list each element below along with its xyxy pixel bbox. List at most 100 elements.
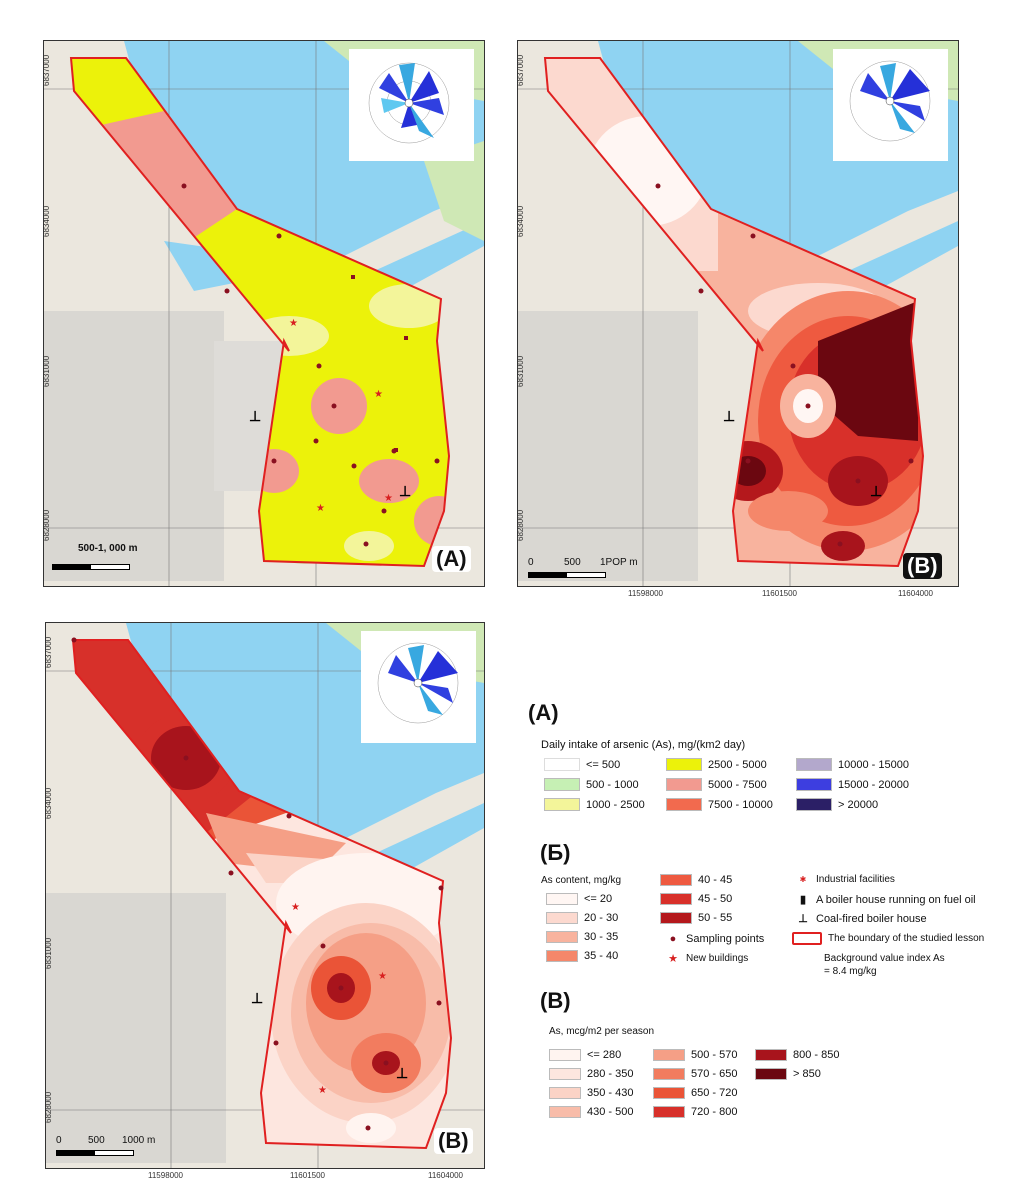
scale-zero-c: 0 (56, 1135, 62, 1146)
legend-c-label-8: 720 - 800 (691, 1106, 738, 1118)
lat-label-a-4: 6828000 (43, 509, 51, 541)
legend-a-label-4: 2500 - 5000 (708, 758, 767, 771)
legend-c-item-5: 500 - 570 (653, 1049, 737, 1061)
legend-b-sampling: ● Sampling points (666, 933, 765, 945)
svg-text:★: ★ (378, 971, 387, 982)
new-building-icon: ★ (668, 953, 678, 965)
legend-a-label-2: 500 - 1000 (586, 778, 639, 791)
legend-b-background-note-2: = 8.4 mg/kg (824, 966, 877, 977)
lon-label-b-3: 11604000 (898, 589, 933, 598)
legend-b-swatch-4 (546, 950, 578, 962)
svg-text:⊥: ⊥ (396, 1065, 408, 1081)
legend-b-swatch-1 (546, 893, 578, 905)
legend-b-swatch-2 (546, 912, 578, 924)
svg-text:★: ★ (384, 493, 393, 504)
legend-a-heading: (A) (528, 700, 559, 725)
scale-bar-a (52, 564, 130, 570)
legend-a-label-7: 10000 - 15000 (838, 758, 909, 771)
legend-c-swatch-10 (755, 1068, 787, 1080)
svg-text:⊥: ⊥ (870, 483, 882, 499)
legend-c-swatch-4 (549, 1106, 581, 1118)
legend-c-item-6: 570 - 650 (653, 1068, 737, 1080)
lon-label-c-2: 11601500 (290, 1171, 325, 1180)
legend-c-item-3: 350 - 430 (549, 1087, 633, 1099)
legend-b-new-buildings-label: New buildings (686, 953, 749, 964)
legend-b-sampling-label: Sampling points (686, 933, 765, 945)
legend-c-swatch-9 (755, 1049, 787, 1061)
legend-b-background-note-1: Background value index As (824, 953, 945, 964)
lat-label-b-1: 6837000 (517, 54, 525, 86)
legend-b-label-5: 40 - 45 (698, 874, 733, 886)
legend-b-label-6: 45 - 50 (698, 893, 733, 905)
svg-text:⊥: ⊥ (251, 990, 263, 1006)
legend-a-title: Daily intake of arsenic (As), mg/(km2 da… (541, 739, 746, 751)
map-panel-b: ⊥ ⊥ 6837000 6834000 6831000 6828000 0 50… (517, 40, 959, 587)
legend-a-item-2: 500 - 1000 (544, 778, 639, 791)
legend-c-swatch-6 (653, 1068, 685, 1080)
legend-a-item-8: 15000 - 20000 (796, 778, 909, 791)
legend-b-item-7: 50 - 55 (660, 912, 732, 924)
panel-label-a: (A) (432, 546, 471, 572)
lat-label-b-4: 6828000 (517, 509, 525, 541)
legend-b-item-5: 40 - 45 (660, 874, 732, 886)
scale-end-b: 1POP m (600, 557, 638, 568)
legend-a-swatch-3 (544, 798, 580, 811)
lat-label-b-3: 6831000 (517, 355, 525, 387)
legend-a-label-8: 15000 - 20000 (838, 778, 909, 791)
legend-c-item-10: > 850 (755, 1068, 821, 1080)
legend-b-swatch-5 (660, 874, 692, 886)
legend-b-label-7: 50 - 55 (698, 912, 733, 924)
lon-label-b-2: 11601500 (762, 589, 797, 598)
legend-c-swatch-7 (653, 1087, 685, 1099)
legend-c-item-9: 800 - 850 (755, 1049, 839, 1061)
legend-c-label-10: > 850 (793, 1068, 821, 1080)
legend-a-label-1: <= 500 (586, 758, 621, 771)
legend-a-label-5: 5000 - 7500 (708, 778, 767, 791)
scale-zero-b: 0 (528, 557, 534, 568)
legend-a-swatch-6 (666, 798, 702, 811)
legend-a-swatch-2 (544, 778, 580, 791)
panel-label-c: (B) (434, 1128, 473, 1154)
lat-label-a-1: 6837000 (43, 54, 51, 86)
legend-b-coal-label: Coal-fired boiler house (816, 912, 927, 925)
legend-b-item-4: 35 - 40 (546, 950, 618, 962)
legend-c-heading: (B) (540, 988, 571, 1013)
legend-c-label-5: 500 - 570 (691, 1049, 738, 1061)
legend-c-label-2: 280 - 350 (587, 1068, 634, 1080)
legend-c-item-4: 430 - 500 (549, 1106, 633, 1118)
legend-c-item-2: 280 - 350 (549, 1068, 633, 1080)
legend-c-swatch-2 (549, 1068, 581, 1080)
boundary-icon (792, 932, 822, 945)
legend-b-new-buildings: ★ New buildings (666, 952, 748, 965)
lat-label-c-3: 6831000 (45, 937, 53, 969)
legend-b-boundary: The boundary of the studied lesson (792, 932, 984, 945)
legend-c-title: As, mcg/m2 per season (549, 1026, 655, 1037)
legend-a-item-6: 7500 - 10000 (666, 798, 773, 811)
legend-c-swatch-8 (653, 1106, 685, 1118)
scale-label-a: 500-1, 000 m (78, 543, 138, 554)
legend-b-heading: (Б) (540, 840, 571, 865)
svg-text:⊥: ⊥ (249, 408, 261, 424)
legend-b-swatch-6 (660, 893, 692, 905)
coal-boiler-icon: ⊥ (798, 913, 808, 925)
map-b-canvas: ⊥ ⊥ (518, 41, 958, 586)
legend-c-swatch-1 (549, 1049, 581, 1061)
svg-text:★: ★ (318, 1085, 327, 1096)
legend-a-swatch-4 (666, 758, 702, 771)
legend-b-boundary-label: The boundary of the studied lesson (828, 933, 985, 944)
legend-b-label-3: 30 - 35 (584, 931, 619, 943)
legend-a-item-3: 1000 - 2500 (544, 798, 645, 811)
legend-a-swatch-1 (544, 758, 580, 771)
legend-a-item-7: 10000 - 15000 (796, 758, 909, 771)
legend-b-fuel-oil: ▮ A boiler house running on fuel oil (796, 893, 976, 907)
legend-b-label-2: 20 - 30 (584, 912, 619, 924)
map-a-canvas: ★ ★ ★ ★ ⊥ ⊥ (44, 41, 484, 586)
legend-c-label-7: 650 - 720 (691, 1087, 738, 1099)
legend-b-item-1: <= 20 (546, 893, 612, 905)
lat-label-c-2: 6834000 (45, 787, 53, 819)
map-panel-a: ★ ★ ★ ★ ⊥ ⊥ 6837000 6834000 6831000 6828000… (43, 40, 485, 587)
fuel-oil-boiler-icon: ▮ (799, 894, 807, 906)
legend-a-swatch-8 (796, 778, 832, 791)
legend-a-item-4: 2500 - 5000 (666, 758, 767, 771)
svg-text:★: ★ (289, 318, 298, 329)
